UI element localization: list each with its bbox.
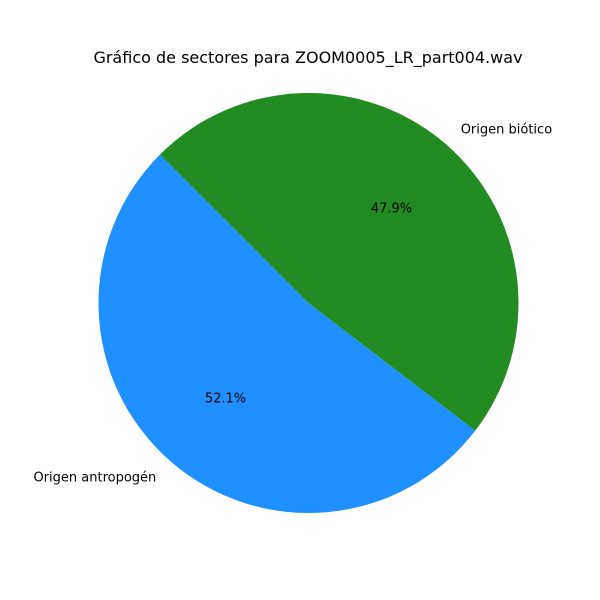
chart-title: Gráfico de sectores para ZOOM0005_LR_par… — [93, 48, 522, 68]
slices-layer — [98, 92, 519, 513]
slice-percent-label: 47.9% — [371, 202, 412, 217]
slice-category-label: Origen biótico — [461, 123, 552, 138]
pie-slice — [98, 154, 476, 513]
labels-layer: 52.1% Origen antropogén 47.9% Origen biótic… — [33, 123, 552, 486]
slice-percent-label: 52.1% — [205, 391, 246, 406]
pie-slice — [160, 92, 519, 431]
slice-category-label: Origen antropogén — [33, 470, 156, 485]
